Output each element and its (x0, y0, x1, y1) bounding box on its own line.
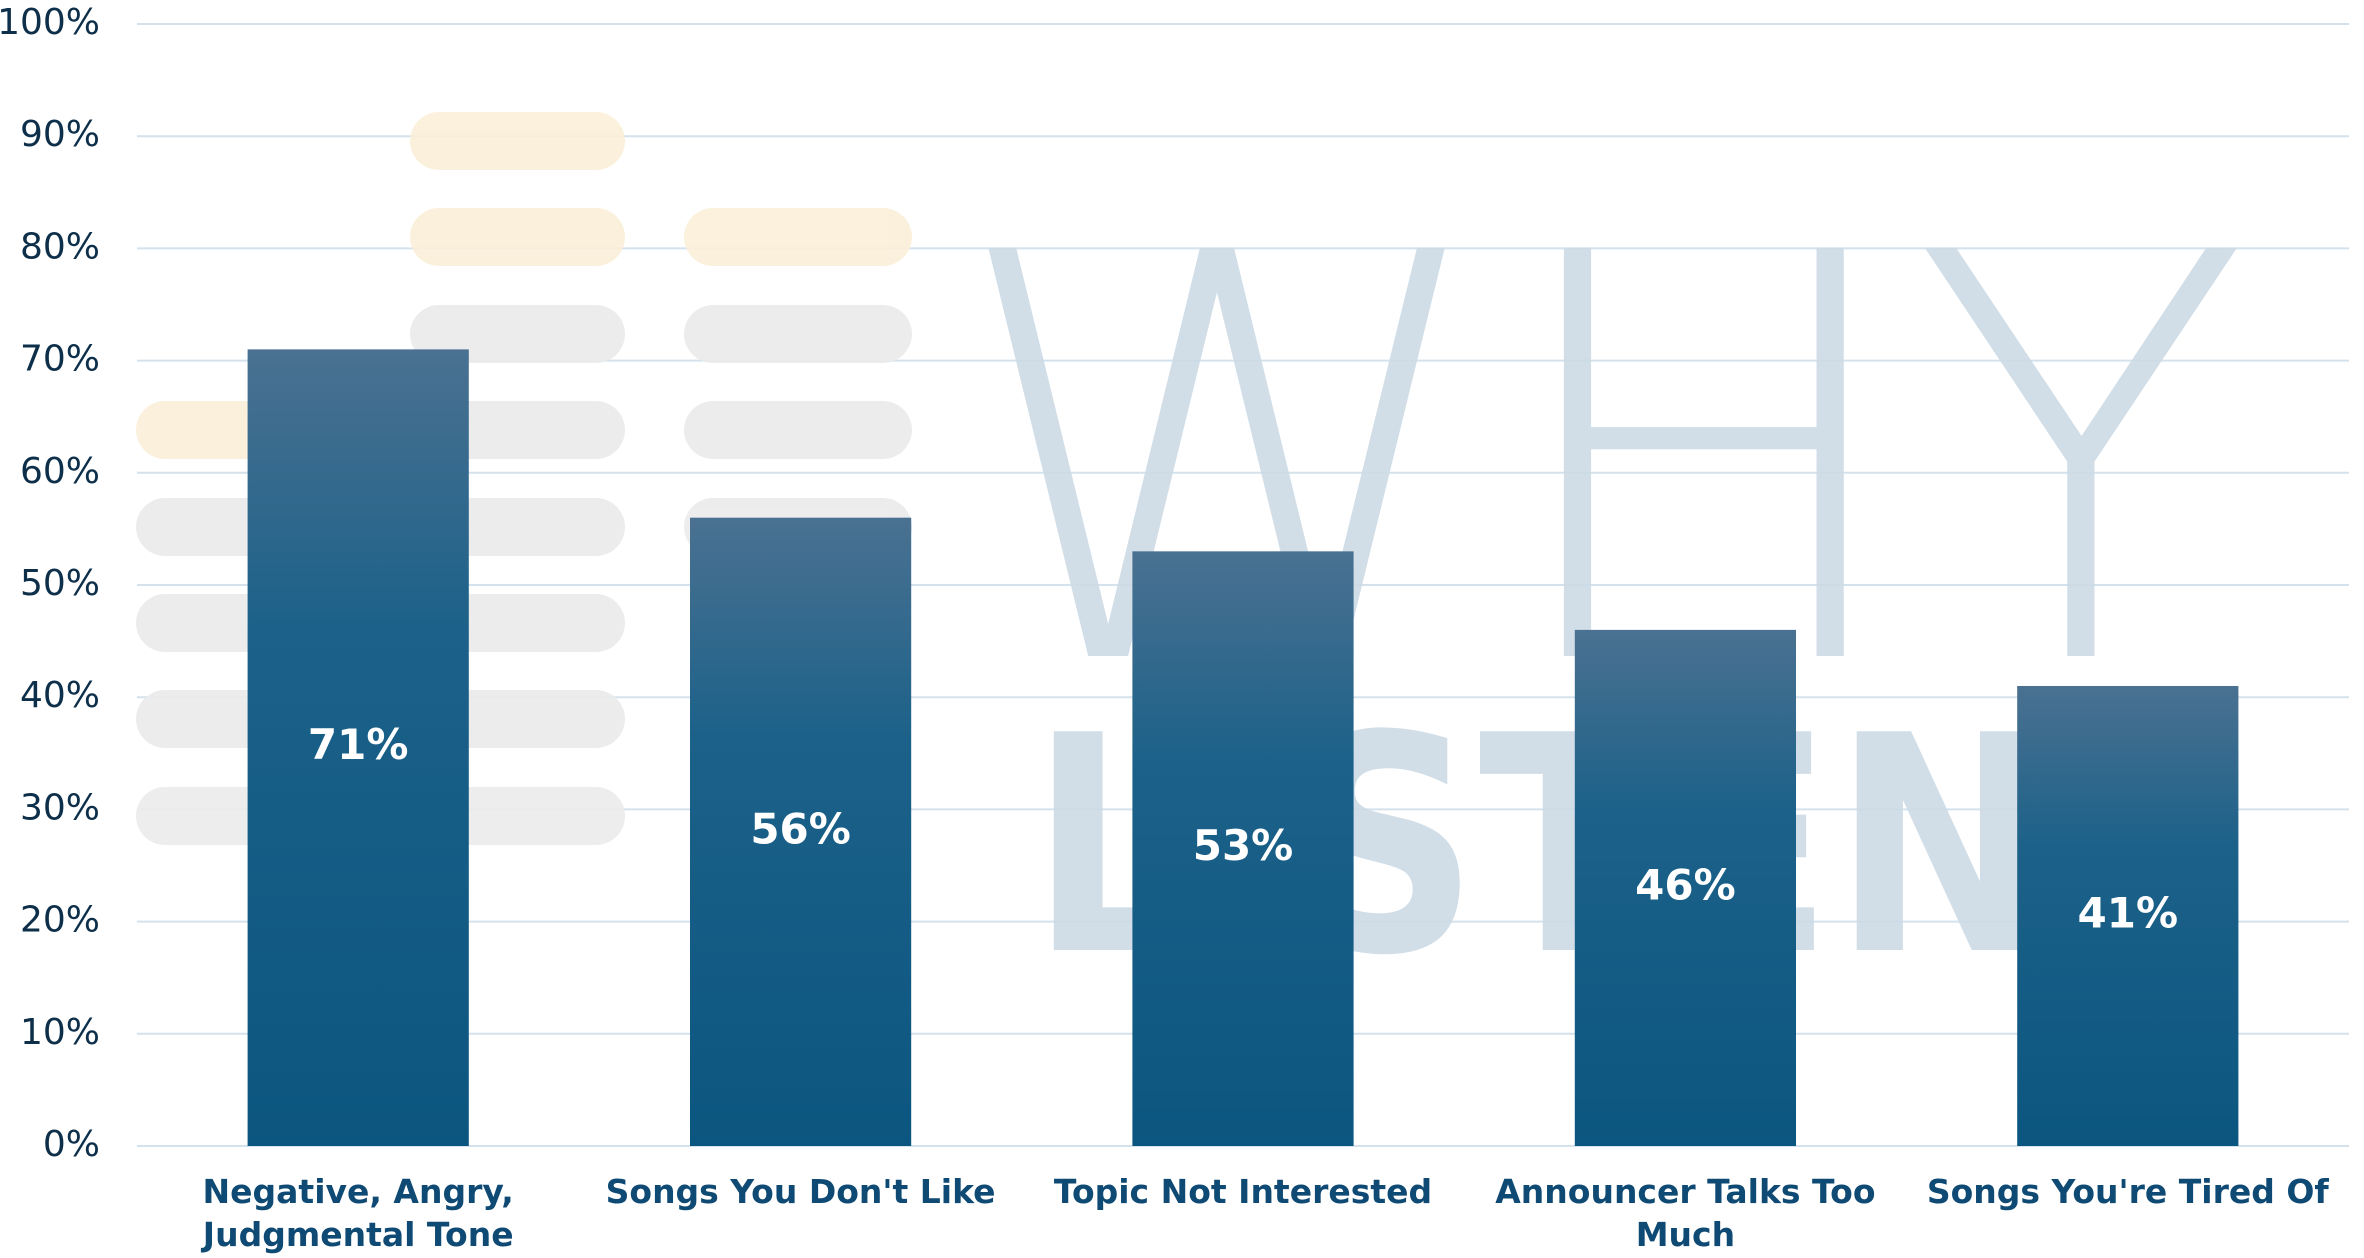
y-tick-label: 80% (20, 226, 100, 267)
value-label: 71% (308, 720, 409, 769)
y-tick-label: 90% (20, 114, 100, 155)
x-tick-label: Negative, Angry, Judgmental Tone (201, 1172, 514, 1254)
y-tick-label: 50% (20, 563, 100, 604)
x-tick-label: Songs You Don't Like (606, 1172, 996, 1211)
x-tick-label: Songs You're Tired Of (1927, 1172, 2330, 1211)
bar (1132, 551, 1354, 1146)
x-tick-label: Announcer Talks Too Much (1495, 1172, 1875, 1254)
bar (690, 517, 912, 1146)
bar (1574, 629, 1796, 1146)
y-tick-label: 60% (20, 451, 100, 492)
y-tick-label: 0% (43, 1124, 100, 1165)
bar (2017, 685, 2239, 1146)
y-tick-label: 30% (20, 787, 100, 828)
y-tick-label: 10% (20, 1012, 100, 1053)
value-label: 56% (750, 804, 851, 853)
x-tick-label: Topic Not Interested (1054, 1172, 1432, 1211)
y-tick-label: 100% (0, 2, 100, 43)
value-label: 53% (1193, 821, 1294, 870)
y-tick-label: 20% (20, 900, 100, 941)
y-tick-label: 40% (20, 675, 100, 716)
bar (247, 349, 469, 1146)
y-tick-label: 70% (20, 339, 100, 380)
value-label: 41% (2078, 888, 2179, 937)
value-label: 46% (1635, 860, 1736, 909)
